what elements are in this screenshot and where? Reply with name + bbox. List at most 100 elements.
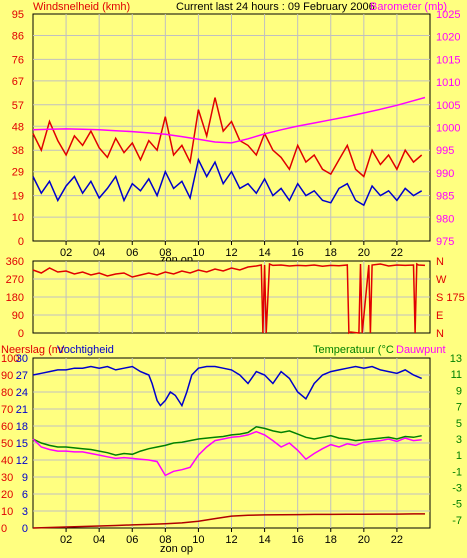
precip-ytick-label: 12: [16, 455, 28, 467]
temperature-ytick-label: -7: [452, 515, 462, 527]
wind-ytick-label: 67: [12, 76, 24, 88]
wind-xtick-label: 04: [93, 247, 105, 259]
humidity-ytick-label: 40: [1, 455, 13, 467]
barometer-ytick-label: 995: [436, 145, 454, 157]
direction-ytick-label: 180: [6, 292, 24, 304]
humidity-xtick-label: 22: [391, 534, 403, 546]
wind-ytick-label: 86: [12, 31, 24, 43]
humidity-xtick-label: 14: [258, 534, 270, 546]
wind-xtick-label: 14: [258, 247, 270, 259]
humidity-ytick-label: 60: [1, 421, 13, 433]
wind-ytick-label: 19: [12, 191, 24, 203]
temperature-ytick-label: -1: [452, 466, 462, 478]
compass-ytick-label: S 175: [436, 292, 465, 304]
barometer-ytick-label: 1025: [436, 9, 460, 21]
precip-ytick-label: 6: [22, 489, 28, 501]
y-ticks-precip: 0 3 6 9 12 15 18 21 24 27 30: [16, 353, 28, 535]
humidity-axis-title: Vochtigheid: [57, 344, 114, 356]
y-ticks-wind: 0 10 19 29 38 48 57 67 76 86 95: [12, 9, 24, 248]
temperature-axis-title: Temperatuur (°C: [313, 344, 394, 356]
humidity-ytick-label: 0: [1, 523, 7, 535]
y-ticks-direction: 0 90 180 270 360: [6, 256, 24, 340]
precip-ytick-label: 24: [16, 387, 28, 399]
humidity-ytick-label: 80: [1, 387, 13, 399]
wind-ytick-label: 57: [12, 100, 24, 112]
humidity-dewpoint-line: [32, 430, 422, 477]
temperature-ytick-label: 3: [456, 434, 462, 446]
humidity-xtick-label: 10: [192, 534, 204, 546]
precip-ytick-label: 27: [16, 370, 28, 382]
humidity-precipitation-line: [32, 513, 425, 529]
wind-xtick-label: 22: [391, 247, 403, 259]
humidity-ytick-label: 50: [1, 438, 13, 450]
x-ticks-humidity: 02 04 06 08 10 12 14 16 18 20 22: [60, 528, 403, 546]
barometer-ytick-label: 1010: [436, 77, 460, 89]
grid-wind: [33, 14, 430, 241]
barometer-ytick-label: 975: [436, 236, 454, 248]
barometer-ytick-label: 985: [436, 191, 454, 203]
direction-ytick-label: 0: [18, 328, 24, 340]
barometer-ytick-label: 1005: [436, 100, 460, 112]
wind-xtick-label: 02: [60, 247, 72, 259]
humidity-xtick-label: 06: [126, 534, 138, 546]
wind-ytick-label: 48: [12, 121, 24, 133]
precip-ytick-label: 3: [22, 506, 28, 518]
compass-ytick-label: E: [436, 310, 443, 322]
precip-ytick-label: 21: [16, 404, 28, 416]
y-ticks-humidity: 0 10 20 30 40 50 60 70 80 90 100: [1, 353, 19, 535]
wind-xtick-label: 16: [292, 247, 304, 259]
wind-ytick-label: 95: [12, 9, 24, 21]
humidity-xtick-label: 08: [159, 534, 171, 546]
direction-direction-line: [32, 262, 426, 335]
wind-ytick-label: 0: [18, 236, 24, 248]
temperature-ytick-label: -3: [452, 483, 462, 495]
humidity-ytick-label: 30: [1, 472, 13, 484]
direction-ytick-label: 270: [6, 274, 24, 286]
x-ticks-wind: 02 04 06 08 10 12 14 16 18 20 22: [60, 241, 403, 259]
direction-ytick-label: 90: [12, 310, 24, 322]
wind-xtick-label: 08: [159, 247, 171, 259]
wind-xtick-label: 20: [358, 247, 370, 259]
temperature-ytick-label: 7: [456, 402, 462, 414]
precip-ytick-label: 0: [22, 523, 28, 535]
barometer-ytick-label: 1020: [436, 32, 460, 44]
humidity-ytick-label: 10: [1, 506, 13, 518]
barometer-axis-title: Barometer (mb): [370, 1, 447, 13]
wind-xtick-label: 06: [126, 247, 138, 259]
y2-ticks-barometer: 975 980 985 990 995 1000 1005 1010 1015 1020 1025: [436, 9, 460, 248]
sunrise-label-bottom: zon op: [160, 543, 193, 555]
humidity-ytick-label: 20: [1, 489, 13, 501]
wind-barometer-line: [32, 96, 426, 144]
humidity-xtick-label: 04: [93, 534, 105, 546]
precip-ytick-label: 30: [16, 353, 28, 365]
wind-xtick-label: 12: [225, 247, 237, 259]
grid-humidity: [33, 358, 430, 528]
temperature-ytick-label: 11: [451, 369, 462, 381]
wind-ytick-label: 10: [12, 212, 24, 224]
temperature-ytick-label: 13: [450, 353, 462, 365]
temperature-ytick-label: 1: [456, 450, 462, 462]
chart-title: Current last 24 hours : 09 February 2006: [176, 1, 375, 13]
temperature-ytick-label: 5: [456, 418, 462, 430]
dewpoint-axis-title: Dauwpunt: [396, 344, 446, 356]
compass-ytick-label: N: [436, 256, 444, 268]
barometer-ytick-label: 990: [436, 168, 454, 180]
precip-ytick-label: 15: [16, 438, 28, 450]
humidity-humidity-line: [32, 365, 422, 408]
series-humidity: [32, 365, 425, 529]
humidity-ytick-label: 70: [1, 404, 13, 416]
temperature-ytick-label: -5: [452, 499, 462, 511]
humidity-temperature-line: [32, 426, 422, 456]
barometer-ytick-label: 1000: [436, 123, 460, 135]
compass-ytick-label: W: [436, 274, 447, 286]
direction-ytick-label: 360: [6, 256, 24, 268]
panel-humidity: Neerslag (mr Vochtigheid Temperatuur (°C…: [1, 344, 462, 555]
temperature-ytick-label: 9: [456, 385, 462, 397]
precip-ytick-label: 9: [22, 472, 28, 484]
humidity-ytick-label: 100: [1, 353, 19, 365]
wind-axis-title: Windsnelheid (kmh): [33, 1, 130, 13]
